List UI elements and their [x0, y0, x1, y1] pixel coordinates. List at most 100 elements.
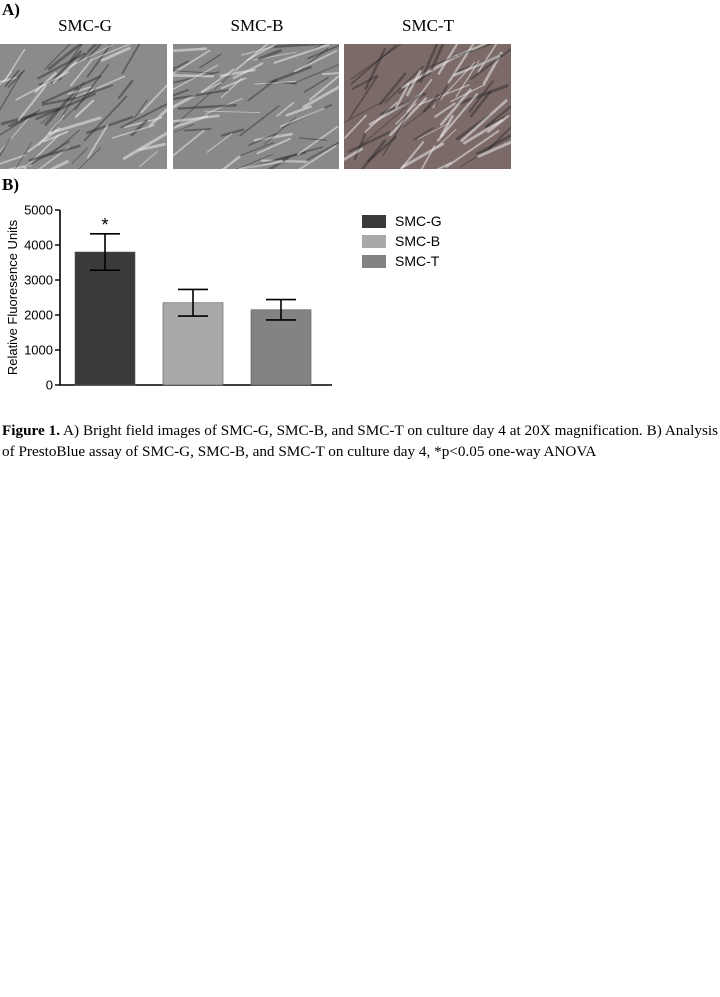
cell-stroke	[0, 109, 41, 136]
cell-stroke	[17, 84, 47, 122]
legend-label: SMC-G	[395, 213, 442, 229]
cell-stroke	[71, 147, 89, 164]
cell-stroke	[76, 44, 99, 64]
legend-label: SMC-T	[395, 253, 440, 269]
y-tick-label: 2000	[24, 308, 53, 323]
cell-stroke	[28, 144, 81, 162]
y-axis-label: Relative Fluoresence Units	[5, 219, 20, 375]
cell-stroke	[173, 129, 205, 157]
y-tick-label: 3000	[24, 273, 53, 288]
cell-stroke	[470, 90, 492, 118]
cell-stroke	[486, 113, 510, 127]
cell-stroke	[436, 128, 457, 148]
cell-stroke	[139, 150, 158, 168]
cell-stroke	[78, 147, 102, 169]
cell-stroke	[123, 116, 163, 128]
cell-stroke	[395, 103, 417, 125]
cell-stroke	[271, 44, 332, 49]
cell-stroke	[25, 140, 71, 168]
cell-stroke	[67, 86, 92, 95]
cell-stroke	[364, 47, 387, 90]
cell-stroke	[437, 44, 459, 75]
cell-stroke	[48, 160, 69, 169]
cell-stroke	[0, 137, 11, 157]
cell-stroke	[253, 132, 294, 142]
cell-stroke	[349, 76, 378, 118]
cell-stroke	[122, 131, 167, 160]
cell-stroke	[173, 114, 220, 123]
cell-stroke	[435, 84, 448, 107]
cell-stroke	[173, 94, 196, 109]
image-title-smc-b: SMC-B	[230, 16, 284, 35]
cell-stroke	[42, 130, 69, 143]
cell-stroke	[344, 114, 367, 139]
cell-stroke	[8, 112, 37, 128]
cell-stroke	[49, 129, 80, 156]
cell-stroke	[360, 139, 387, 169]
cell-stroke	[258, 49, 282, 60]
cell-stroke	[247, 78, 277, 102]
cell-stroke	[246, 44, 278, 61]
micrograph-smc-t	[344, 44, 511, 169]
micrograph-smc-g	[0, 44, 167, 169]
cell-stroke	[0, 76, 18, 83]
cell-stroke	[322, 72, 339, 76]
cell-stroke	[220, 77, 247, 90]
cell-stroke	[436, 161, 452, 169]
cell-stroke	[309, 74, 339, 101]
cell-stroke	[74, 99, 95, 118]
cell-stroke	[254, 80, 297, 85]
cell-stroke	[455, 44, 488, 58]
cell-stroke	[111, 124, 155, 139]
cell-stroke	[265, 65, 312, 85]
cell-stroke	[183, 128, 212, 132]
cell-stroke	[140, 83, 167, 114]
cell-stroke	[430, 44, 445, 72]
legend-swatch	[362, 215, 386, 228]
y-tick-label: 5000	[24, 203, 53, 218]
cell-stroke	[87, 124, 109, 159]
bar-smc-t	[250, 309, 312, 386]
cell-stroke	[273, 44, 330, 64]
cell-stroke	[239, 142, 275, 157]
cell-stroke	[296, 125, 339, 156]
image-title-smc-t: SMC-T	[402, 16, 454, 35]
cell-stroke	[462, 119, 504, 145]
cell-stroke	[293, 50, 337, 73]
cell-stroke	[395, 83, 410, 109]
cell-stroke	[8, 164, 32, 169]
cell-stroke	[173, 91, 213, 128]
cell-stroke	[276, 102, 294, 117]
cell-stroke	[351, 74, 379, 90]
cell-stroke	[173, 60, 189, 71]
legend-swatch	[362, 235, 386, 248]
cell-stroke	[279, 107, 325, 128]
cell-stroke	[453, 54, 501, 77]
image-title-smc-g: SMC-G	[58, 16, 112, 35]
cell-stroke	[0, 71, 23, 111]
panel-a-label: A)	[2, 0, 20, 19]
bar-smc-g	[74, 251, 136, 386]
cell-stroke	[260, 159, 308, 163]
cell-stroke	[200, 82, 222, 94]
caption-text: A) Bright field images of SMC-G, SMC-B, …	[2, 422, 718, 460]
y-tick-label: 0	[46, 378, 53, 393]
cell-stroke	[76, 75, 126, 98]
cell-stroke	[458, 84, 509, 105]
cell-stroke	[459, 147, 492, 168]
cell-stroke	[213, 70, 236, 91]
cell-stroke	[4, 69, 20, 88]
cell-stroke	[15, 71, 69, 101]
cell-stroke	[173, 71, 220, 84]
cell-stroke	[412, 127, 435, 141]
cell-stroke	[70, 44, 83, 61]
cell-stroke	[173, 47, 208, 53]
cell-stroke	[120, 102, 167, 129]
cell-stroke	[199, 53, 222, 69]
cell-stroke	[439, 88, 472, 126]
cell-stroke	[75, 84, 114, 99]
significance-marker: *	[101, 215, 108, 235]
cell-stroke	[220, 128, 245, 137]
cell-stroke	[406, 78, 433, 113]
cell-stroke	[298, 145, 337, 169]
